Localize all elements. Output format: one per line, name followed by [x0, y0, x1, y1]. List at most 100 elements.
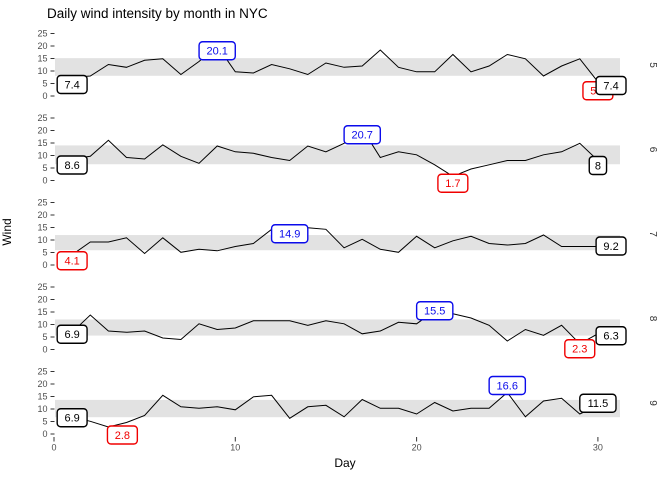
value-label-text: 2.3: [572, 344, 587, 356]
y-tick-label: 0: [42, 91, 47, 101]
value-label-text: 8: [595, 160, 601, 172]
value-label-text: 4.1: [64, 256, 79, 268]
y-tick-label: 5: [42, 332, 47, 342]
value-label-box: [343, 125, 382, 145]
x-tick-label: 0: [51, 443, 56, 453]
value-label-text: 6.9: [64, 329, 79, 341]
value-label-text: 6.9: [64, 413, 79, 425]
value-label-box: [56, 251, 88, 271]
value-label-text: 7.4: [64, 79, 79, 91]
value-label-text: 2.8: [115, 430, 130, 442]
value-label-text: 1.7: [445, 178, 460, 190]
value-label-text: 9.2: [603, 241, 618, 253]
wind-line: [72, 128, 599, 177]
value-label-endpoint: 6.3: [595, 326, 627, 346]
y-tick-label: 15: [37, 138, 47, 148]
value-label-max: 14.9: [270, 224, 309, 244]
value-label-box: [56, 324, 88, 344]
y-tick-label: 0: [42, 345, 47, 355]
value-label-text: 11.5: [588, 398, 609, 410]
y-tick-label: 5: [42, 163, 47, 173]
value-label-endpoint: 6.9: [56, 324, 88, 344]
value-label-box: [198, 41, 236, 61]
x-tick-label: 30: [593, 443, 603, 453]
value-label-endpoint: 8: [588, 155, 608, 176]
wind-line: [71, 391, 599, 428]
value-label-box: [488, 375, 527, 396]
y-tick-label: 10: [37, 66, 47, 76]
y-tick-label: 25: [37, 198, 47, 208]
value-label-min: 4.1: [56, 251, 88, 271]
facet-strip-label: 7: [647, 231, 658, 237]
facet-strip-label: 8: [647, 316, 658, 322]
value-label-box: [595, 236, 627, 256]
value-label-box: [56, 408, 88, 428]
value-label-min: 2.8: [106, 425, 139, 445]
y-tick-label: 10: [37, 151, 47, 161]
value-label-endpoint: 8.6: [56, 155, 88, 175]
mean-sd-band: [55, 399, 620, 418]
value-label-box: [106, 425, 139, 445]
value-label-text: 20.7: [351, 130, 372, 142]
y-tick-label: 25: [37, 282, 47, 292]
x-axis: 0 10 20 30 Day: [51, 437, 603, 470]
y-tick-label: 5: [42, 417, 47, 427]
y-tick-label: 10: [37, 235, 47, 245]
facet-month-6: 0 5 10 15 20 25 6 20.7 1.7 8.6 8: [37, 113, 658, 193]
y-tick-label: 20: [37, 210, 47, 220]
value-label-max: 20.1: [198, 41, 236, 61]
mean-sd-band: [55, 145, 620, 165]
value-label-max: 15.5: [415, 301, 454, 321]
y-tick-label: 0: [42, 260, 47, 270]
y-tick-label: 0: [42, 429, 47, 439]
y-tick-label: 20: [37, 126, 47, 136]
y-tick-label: 25: [37, 367, 47, 377]
facet-month-7: 0 5 10 15 20 25 7 4.1 14.9 9.2: [37, 198, 658, 271]
y-tick-label: 5: [42, 79, 47, 89]
y-axis-title: Wind: [0, 218, 14, 245]
y-tick-label: 25: [37, 113, 47, 123]
value-label-box: [270, 224, 309, 244]
value-label-endpoint: 6.9: [56, 408, 88, 428]
value-label-endpoint: 7.4: [56, 74, 88, 95]
value-label-box: [415, 301, 454, 321]
value-label-box: [564, 339, 596, 359]
value-label-endpoint: 9.2: [595, 236, 627, 256]
x-tick-label: 20: [412, 443, 422, 453]
x-axis-title: Day: [334, 456, 355, 470]
y-tick-label: 20: [37, 379, 47, 389]
value-label-text: 14.9: [279, 229, 300, 241]
value-label-text: 8.6: [64, 160, 79, 172]
y-tick-label: 15: [37, 54, 47, 64]
y-tick-label: 0: [42, 176, 47, 186]
wind-line: [72, 45, 617, 83]
facet-month-9: 0 5 10 15 20 25 9 2.8 16.6 6.9 11.5: [37, 367, 658, 445]
y-tick-label: 15: [37, 392, 47, 402]
value-label-endpoint: 7.4: [595, 75, 627, 96]
value-label-box: [579, 393, 617, 413]
mean-sd-band: [55, 235, 620, 251]
y-tick-label: 5: [42, 248, 47, 258]
value-label-max: 16.6: [488, 375, 527, 396]
value-label-max: 20.7: [343, 125, 382, 145]
plot-title: Daily wind intensity by month in NYC: [47, 6, 268, 21]
value-label-box: [437, 173, 469, 193]
value-label-endpoint: 11.5: [579, 393, 617, 413]
value-label-min: 1.7: [437, 173, 469, 193]
value-label-text: 15.5: [424, 306, 445, 318]
y-tick-label: 20: [37, 295, 47, 305]
y-tick-label: 15: [37, 307, 47, 317]
y-tick-label: 15: [37, 223, 47, 233]
y-tick-label: 10: [37, 320, 47, 330]
wind-line: [71, 310, 616, 345]
value-label-text: 7.4: [603, 80, 618, 92]
value-label-box: [595, 326, 627, 346]
facet-strip-label: 5: [647, 62, 658, 68]
x-tick-label: 10: [230, 443, 240, 453]
value-label-box: [595, 75, 627, 96]
value-label-box: [56, 155, 88, 175]
facet-month-8: 0 5 10 15 20 25 8 15.5 2.3 6.9 6.3: [37, 282, 658, 359]
value-label-box: [588, 155, 608, 176]
